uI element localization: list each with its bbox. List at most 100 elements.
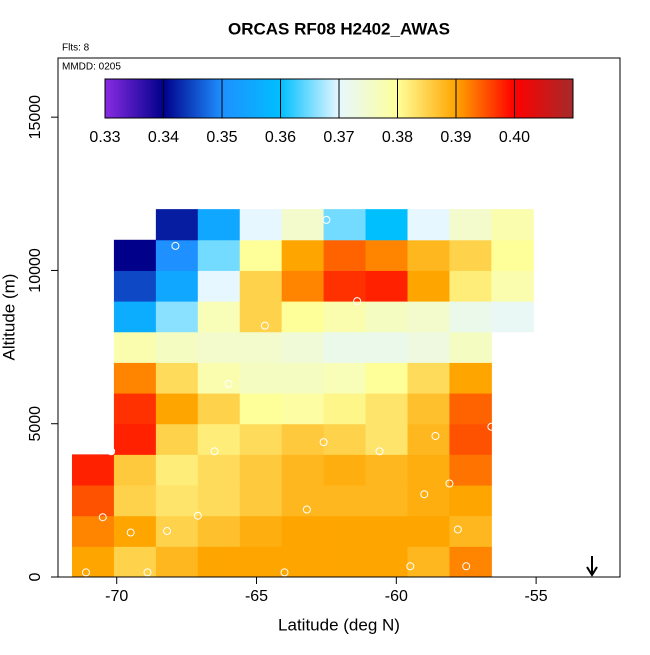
subtitle: Flts: 8 xyxy=(62,43,90,54)
heat-cell xyxy=(197,362,241,394)
heat-cell xyxy=(365,454,409,486)
heat-cell xyxy=(155,546,199,578)
y-tick-label: 0 xyxy=(27,572,44,581)
y-tick-label: 15000 xyxy=(27,95,44,140)
heat-cell xyxy=(113,546,157,578)
heat-cell xyxy=(323,362,367,394)
heat-cell xyxy=(281,393,325,425)
heat-cell xyxy=(449,331,492,363)
heat-cell xyxy=(407,546,450,578)
sample-point xyxy=(260,321,269,330)
sample-point xyxy=(319,438,328,447)
heat-cell xyxy=(491,301,534,333)
heat-cell xyxy=(449,362,492,394)
heat-cell xyxy=(449,301,492,333)
heat-cell xyxy=(323,239,367,271)
heat-cell xyxy=(281,546,325,578)
heat-cell xyxy=(449,270,492,302)
heat-cell xyxy=(323,301,367,333)
heat-cell xyxy=(197,301,241,333)
sample-point xyxy=(445,479,454,488)
sample-point xyxy=(210,447,219,456)
heat-cell xyxy=(407,301,450,333)
heat-cell xyxy=(197,546,241,578)
heat-cell xyxy=(71,546,115,578)
heat-cell xyxy=(449,423,492,455)
heat-cell xyxy=(365,239,409,271)
axes: -70 -65 -60 -55 0 5000 10000 15000 xyxy=(27,95,548,605)
heat-cell xyxy=(113,270,157,302)
heat-cell xyxy=(449,209,492,241)
heat-cell xyxy=(155,239,199,271)
heat-cell xyxy=(239,209,283,241)
heat-cell xyxy=(197,270,241,302)
heat-cell xyxy=(155,393,199,425)
heat-cell xyxy=(239,239,283,271)
heat-cell xyxy=(407,362,450,394)
heat-cell xyxy=(323,270,367,302)
heat-cell xyxy=(491,270,534,302)
heat-cell xyxy=(155,485,199,517)
heat-cell xyxy=(365,546,409,578)
heat-cell xyxy=(113,393,157,425)
sample-point xyxy=(487,422,496,431)
heat-cell xyxy=(197,239,241,271)
heat-cell xyxy=(365,331,409,363)
sample-point xyxy=(143,568,152,577)
heat-cell xyxy=(491,209,534,241)
x-tick-label: -55 xyxy=(525,588,548,605)
heat-cell xyxy=(281,301,325,333)
heat-cell xyxy=(71,485,115,517)
heat-cell xyxy=(407,239,450,271)
sample-point xyxy=(302,505,311,514)
sample-point xyxy=(406,562,415,571)
heat-cell xyxy=(155,209,199,241)
sample-point xyxy=(280,568,289,577)
x-tick-label: -65 xyxy=(245,588,268,605)
heat-cell xyxy=(155,423,199,455)
heat-cell xyxy=(71,515,115,547)
sample-point xyxy=(375,447,384,456)
samples xyxy=(81,215,496,577)
heat-cell xyxy=(239,546,283,578)
y-tick-label: 5000 xyxy=(27,406,44,442)
heat-cell xyxy=(197,454,241,486)
colorbar-tick-label: 0.35 xyxy=(206,129,237,146)
heat-cell xyxy=(365,209,409,241)
heat-cell xyxy=(323,209,367,241)
sample-point xyxy=(163,527,172,536)
heat-cell xyxy=(365,393,409,425)
heat-cell xyxy=(239,485,283,517)
heat-cell xyxy=(239,301,283,333)
heat-cell xyxy=(407,454,450,486)
sample-point xyxy=(81,568,90,577)
annotation: MMDD: 0205 xyxy=(62,62,121,73)
sample-point xyxy=(193,511,202,520)
heat-cell xyxy=(449,485,492,517)
heat-cell xyxy=(239,423,283,455)
heat-cell xyxy=(323,393,367,425)
heat-cell xyxy=(449,546,492,578)
heat-cell xyxy=(449,454,492,486)
heat-cell xyxy=(197,423,241,455)
colorbar-tick-label: 0.34 xyxy=(148,129,179,146)
heat-cell xyxy=(113,239,157,271)
heat-cell xyxy=(323,515,367,547)
sample-point xyxy=(224,379,233,388)
x-tick-label: -60 xyxy=(385,588,408,605)
heat-cell xyxy=(407,423,450,455)
heat-cell xyxy=(197,331,241,363)
heat-cell xyxy=(491,239,534,271)
heat-cell xyxy=(155,270,199,302)
heat-cell xyxy=(155,515,199,547)
sample-point xyxy=(453,525,462,534)
heat-cell xyxy=(113,301,157,333)
heat-cell xyxy=(281,454,325,486)
heat-cell xyxy=(155,301,199,333)
heat-cell xyxy=(281,331,325,363)
heat-cell xyxy=(365,485,409,517)
colorbar-tick-label: 0.40 xyxy=(499,129,530,146)
heat-cell xyxy=(407,209,450,241)
heat-cell xyxy=(323,485,367,517)
